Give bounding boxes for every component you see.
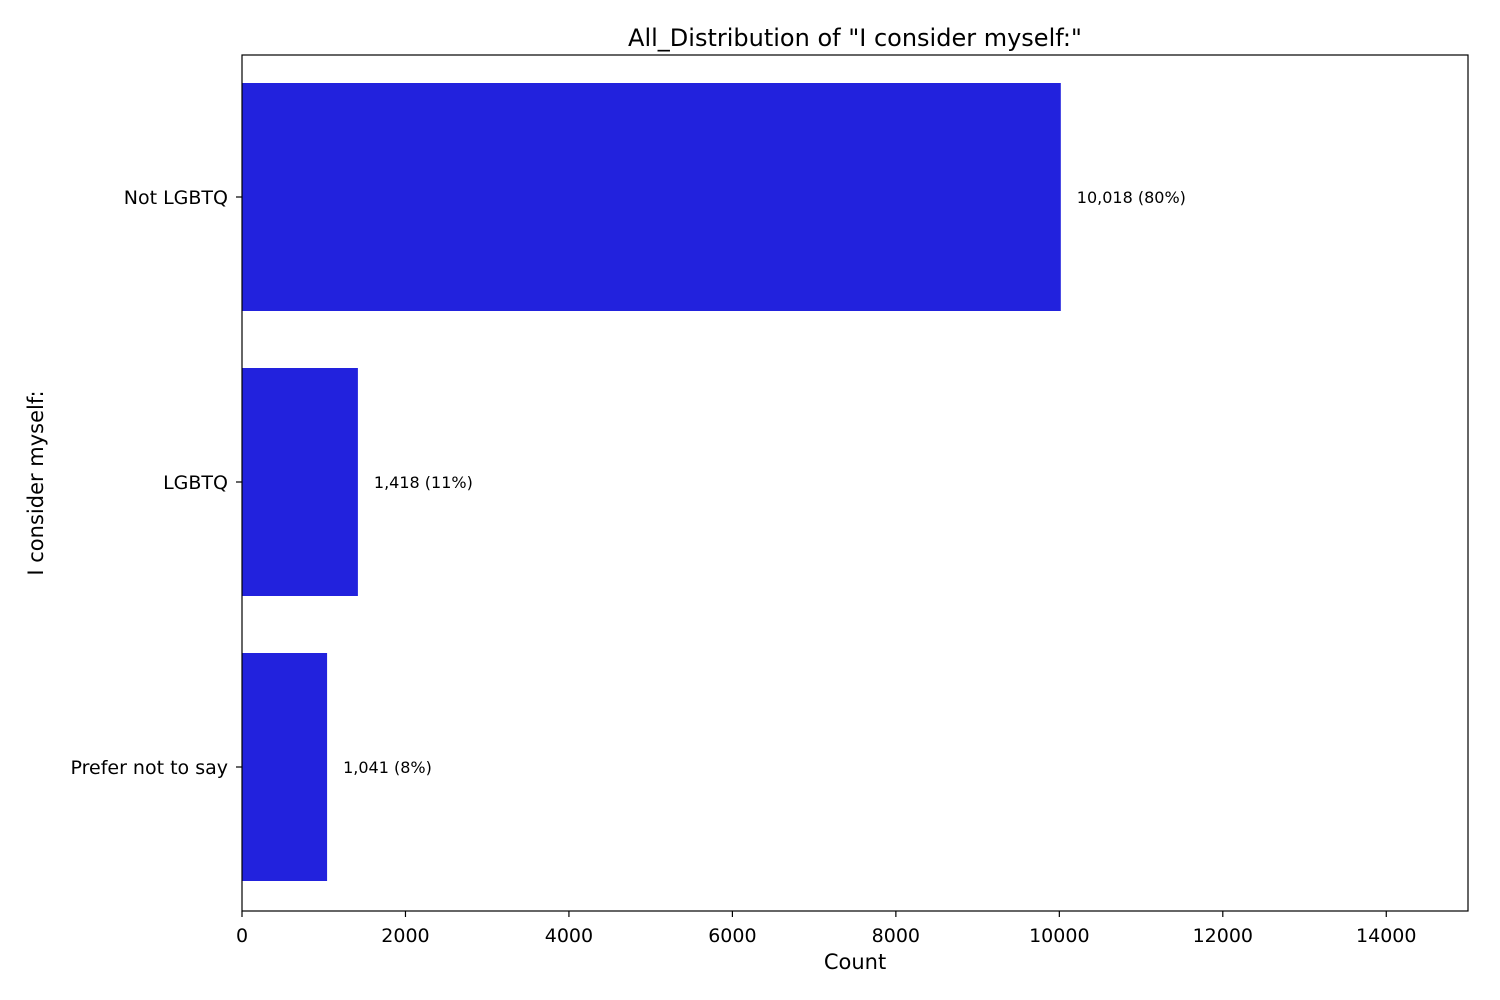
- y-axis: Not LGBTQ LGBTQ Prefer not to say: [71, 187, 242, 779]
- x-tick-label: 2000: [381, 925, 429, 947]
- bar-prefer-not-to-say: [242, 653, 328, 881]
- y-tick-label: Prefer not to say: [71, 757, 229, 779]
- bar-not-lgbtq: [242, 83, 1061, 311]
- y-tick-label: LGBTQ: [163, 472, 228, 494]
- x-tick-label: 0: [236, 925, 248, 947]
- x-axis-label: Count: [824, 950, 886, 974]
- x-tick-label: 12000: [1193, 925, 1253, 947]
- y-axis-label: I consider myself:: [24, 390, 48, 575]
- data-label: 10,018 (80%): [1077, 188, 1186, 207]
- x-tick-label: 6000: [708, 925, 756, 947]
- plot-frame: [241, 54, 1469, 912]
- x-tick-label: 10000: [1029, 925, 1089, 947]
- chart-title: All_Distribution of "I consider myself:": [628, 24, 1082, 52]
- x-tick-label: 4000: [545, 925, 593, 947]
- x-axis: 0 2000 4000 6000 8000 10000 12000 14000: [236, 911, 1416, 947]
- y-tick-label: Not LGBTQ: [124, 187, 228, 209]
- bar-lgbtq: [242, 368, 358, 596]
- x-tick-label: 8000: [872, 925, 920, 947]
- data-label: 1,041 (8%): [343, 758, 432, 777]
- x-tick-label: 14000: [1356, 925, 1416, 947]
- data-label: 1,418 (11%): [374, 473, 473, 492]
- plot-area: 10,018 (80%) 1,418 (11%) 1,041 (8%): [242, 83, 1186, 881]
